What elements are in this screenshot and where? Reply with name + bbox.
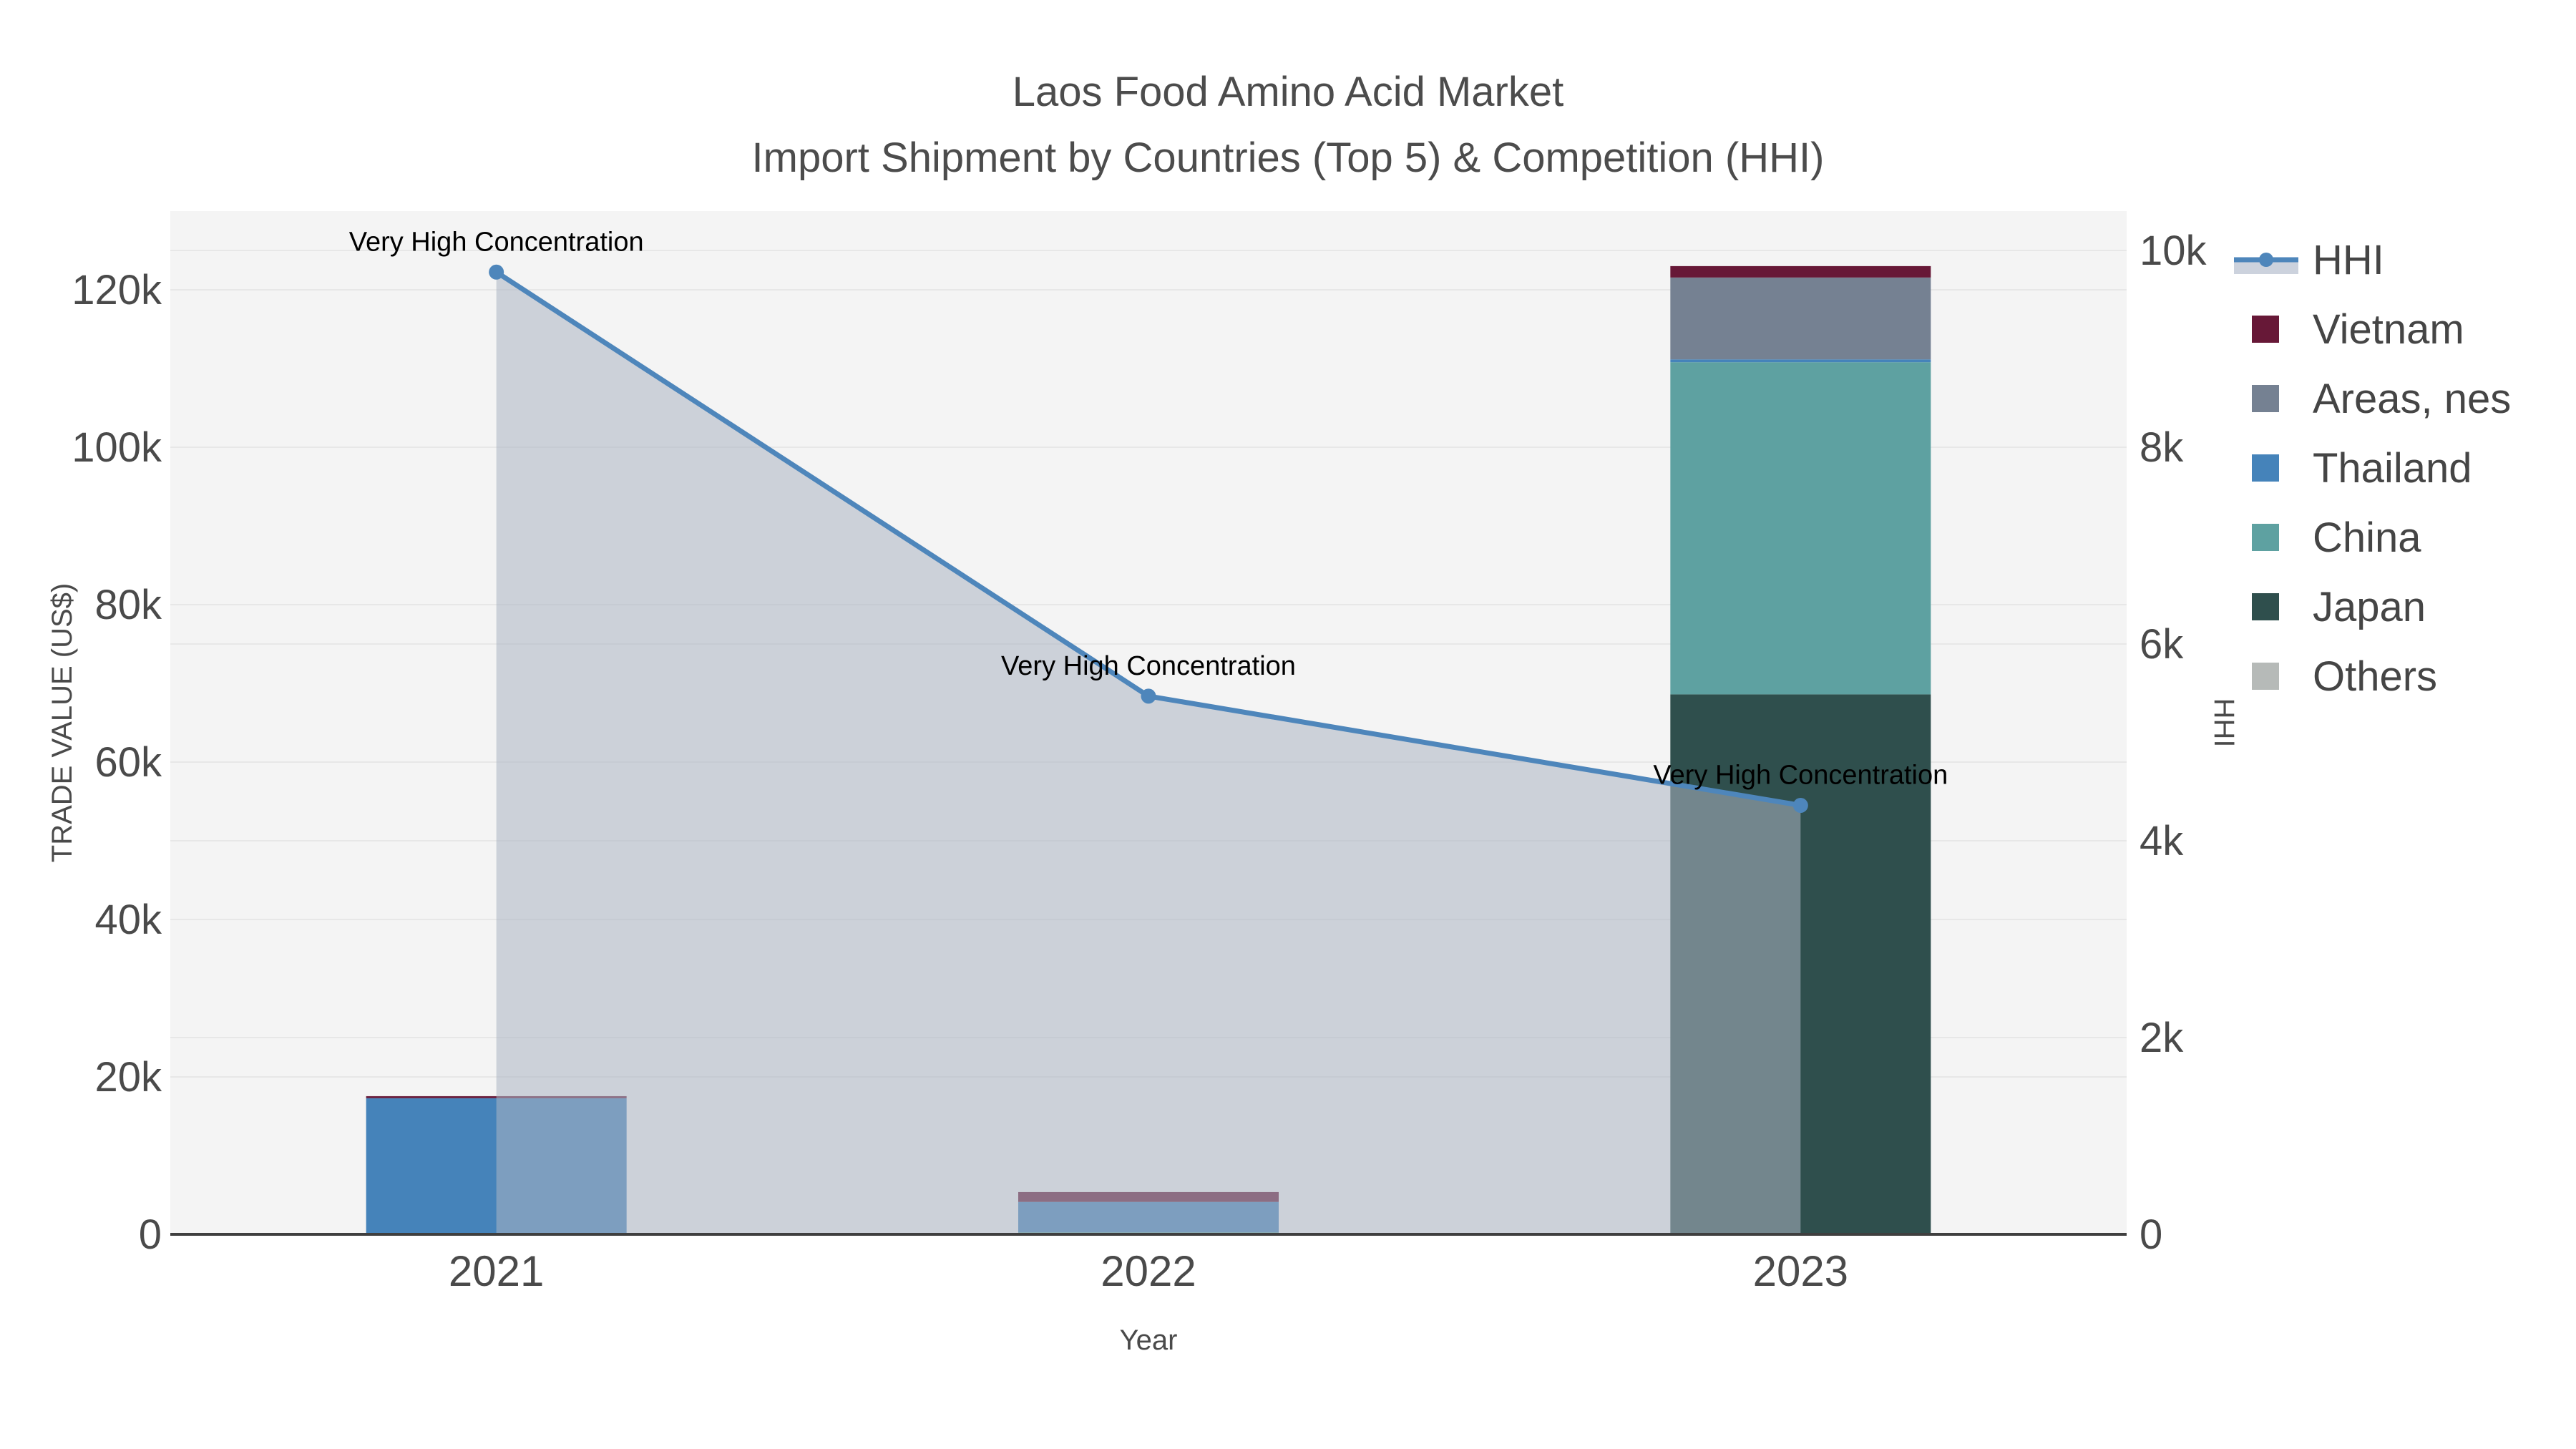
annotation-2023: Very High Concentration [1653,761,1948,791]
x-axis-tick-2021: 2021 [449,1247,544,1295]
x-axis-tick-2023: 2023 [1753,1247,1848,1295]
legend: HHI Vietnam Areas, nes Thailand China Japan Ot… [2234,237,2511,700]
right-axis-tick: 8k [2140,424,2184,471]
legend-label-hhi: HHI [2313,237,2384,283]
hhi-marker-2022[interactable] [1141,688,1156,704]
right-axis-tick: 6k [2140,621,2184,668]
annotation-2022: Very High Concentration [1001,651,1296,681]
legend-label-areas-nes: Areas, nes [2313,376,2511,422]
legend-color-swatch-others [2252,663,2279,690]
legend-label-others: Others [2313,653,2437,700]
legend-label-china: China [2313,514,2421,561]
legend-color-swatch-thailand [2252,454,2279,482]
right-axis-title: HHI [2208,698,2240,748]
legend-item-china[interactable]: China [2252,514,2421,561]
hhi-area-layer [496,272,1801,1234]
left-axis-tick: 20k [94,1054,162,1101]
legend-item-japan[interactable]: Japan [2252,584,2426,630]
right-axis-tick: 0 [2140,1211,2162,1258]
left-axis-tick: 0 [139,1211,162,1258]
x-axis-title: Year [1120,1324,1178,1356]
axes-labels-layer: 0 20k 40k 60k 80k 100k 120k 0 2k 4k 6k 8k 10k 2021 202… [47,228,2240,1356]
legend-label-vietnam: Vietnam [2313,306,2464,353]
bar-areas-nes-2023[interactable] [1670,277,1931,360]
left-axis-tick: 120k [72,267,162,313]
annotations-layer: Very High Concentration Very High Concent… [349,227,1948,790]
left-axis-tick: 100k [72,424,162,471]
legend-color-swatch-china [2252,524,2279,551]
left-axis-title: TRADE VALUE (US$) [47,583,78,862]
bar-thailand-2023[interactable] [1670,359,1931,363]
bar-china-2023[interactable] [1670,362,1931,695]
legend-color-swatch-areas-nes [2252,385,2279,412]
hhi-line-layer [489,264,1808,813]
legend-item-hhi[interactable]: HHI [2234,237,2384,283]
left-axis-tick: 80k [94,582,162,628]
chart-title-line1: Laos Food Amino Acid Market [1013,69,1564,115]
chart-title-line2: Import Shipment by Countries (Top 5) & C… [752,135,1825,181]
legend-item-vietnam[interactable]: Vietnam [2252,306,2464,353]
legend-color-swatch-japan [2252,593,2279,620]
legend-item-thailand[interactable]: Thailand [2252,445,2472,492]
hhi-marker-2023[interactable] [1792,798,1808,813]
legend-hhi-marker-swatch [2259,253,2273,267]
right-axis-tick: 10k [2140,228,2207,274]
bar-vietnam-2023[interactable] [1670,265,1931,278]
x-axis-tick-2022: 2022 [1101,1247,1196,1295]
left-axis-tick: 60k [94,739,162,786]
legend-label-japan: Japan [2313,584,2426,630]
annotation-2021: Very High Concentration [349,227,644,257]
hhi-area-fill [496,272,1801,1234]
left-axis-tick: 40k [94,897,162,943]
right-axis-tick: 4k [2140,818,2184,864]
hhi-marker-2021[interactable] [489,264,504,280]
legend-item-others[interactable]: Others [2252,653,2437,700]
legend-item-areas-nes[interactable]: Areas, nes [2252,376,2511,422]
right-axis-tick: 2k [2140,1015,2184,1061]
bar-vietnam-2021[interactable] [366,1096,627,1098]
legend-color-swatch-vietnam [2252,316,2279,343]
legend-label-thailand: Thailand [2313,445,2472,492]
